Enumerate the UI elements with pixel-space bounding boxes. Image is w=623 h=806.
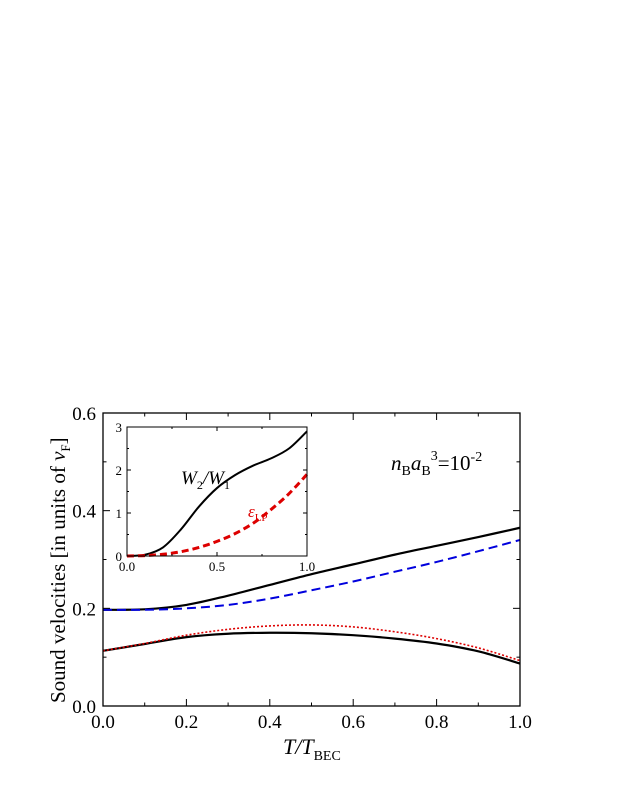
- inset-ytick-label: 3: [116, 420, 123, 435]
- main-ytick-label: 0.6: [72, 404, 96, 425]
- annot-a-sup: 3: [431, 449, 438, 464]
- main-xlabel-main: T/T: [283, 734, 315, 759]
- inset-eps-sub: LP: [255, 512, 268, 524]
- inset-ticks-group: 0.0 0.5 1.0 0 1 2 3: [116, 420, 316, 574]
- main-ylabel-var: v: [46, 451, 70, 461]
- main-chart: 0.0 0.2 0.4 0.6 0.8 1.00.00.20.40.6 nBaB3=10-…: [46, 404, 532, 764]
- main-ytick-label: 0.0: [72, 697, 96, 718]
- inset-xtick-label: 0.0: [119, 559, 135, 574]
- main-series-group: [102, 526, 521, 665]
- inset-label-eps: εLP: [248, 502, 268, 524]
- main-ylabel-sub: F: [58, 444, 73, 451]
- inset-label-w2w1: W2/W1: [181, 468, 230, 492]
- main-ylabel: Sound velocities [in units of vF]: [46, 437, 73, 703]
- main-xtick-label: 0.4: [258, 712, 282, 733]
- density-annotation: nBaB3=10-2: [391, 449, 482, 479]
- annot-n-sub: B: [402, 464, 411, 479]
- inset-background: [127, 427, 307, 556]
- inset-series-line-1: [126, 473, 309, 558]
- inset-series-group: [126, 430, 309, 558]
- main-ylabel-prefix: Sound velocities [in units of: [46, 461, 70, 703]
- annot-rest: =10: [438, 451, 471, 475]
- main-ytick-label: 0.2: [72, 599, 96, 620]
- inset-ytick-label: 0: [116, 549, 123, 564]
- main-series-line-0: [102, 526, 521, 611]
- inset-w-sub: 2: [197, 478, 203, 492]
- inset-w-main: W: [181, 468, 199, 489]
- main-series-line-3: [102, 624, 521, 662]
- main-xtick-label: 1.0: [508, 712, 532, 733]
- main-ticks-group: 0.0 0.2 0.4 0.6 0.8 1.0 0.0 0.2 0.4 0.6: [72, 404, 532, 733]
- inset-ytick-label: 1: [116, 506, 123, 521]
- inset-ytick-label: 2: [116, 463, 123, 478]
- main-series-line-1: [102, 539, 521, 611]
- inset-w-mid: /W: [202, 468, 226, 489]
- main-xtick-label: 0.8: [425, 712, 449, 733]
- inset-w-sub2: 1: [224, 478, 230, 492]
- inset-xtick-label: 1.0: [299, 559, 315, 574]
- inset-xtick-label: 0.5: [209, 559, 225, 574]
- main-xlabel-sub: BEC: [314, 749, 341, 764]
- main-xtick-label: 0.6: [341, 712, 365, 733]
- main-series-line-2: [102, 631, 521, 665]
- main-xtick-label: 0.0: [91, 712, 115, 733]
- annot-rest-sup: -2: [471, 450, 483, 465]
- inset-series-line-0: [126, 430, 308, 557]
- main-ylabel-suffix: ]: [46, 437, 70, 444]
- annot-a-sub: B: [421, 464, 430, 479]
- main-xtick-label: 0.2: [175, 712, 199, 733]
- annot-n: n: [391, 451, 402, 475]
- main-ytick-label: 0.4: [72, 502, 96, 523]
- annot-a: a: [411, 451, 422, 475]
- inset-eps-main: ε: [248, 502, 255, 521]
- main-xlabel: T/TBEC: [283, 734, 341, 764]
